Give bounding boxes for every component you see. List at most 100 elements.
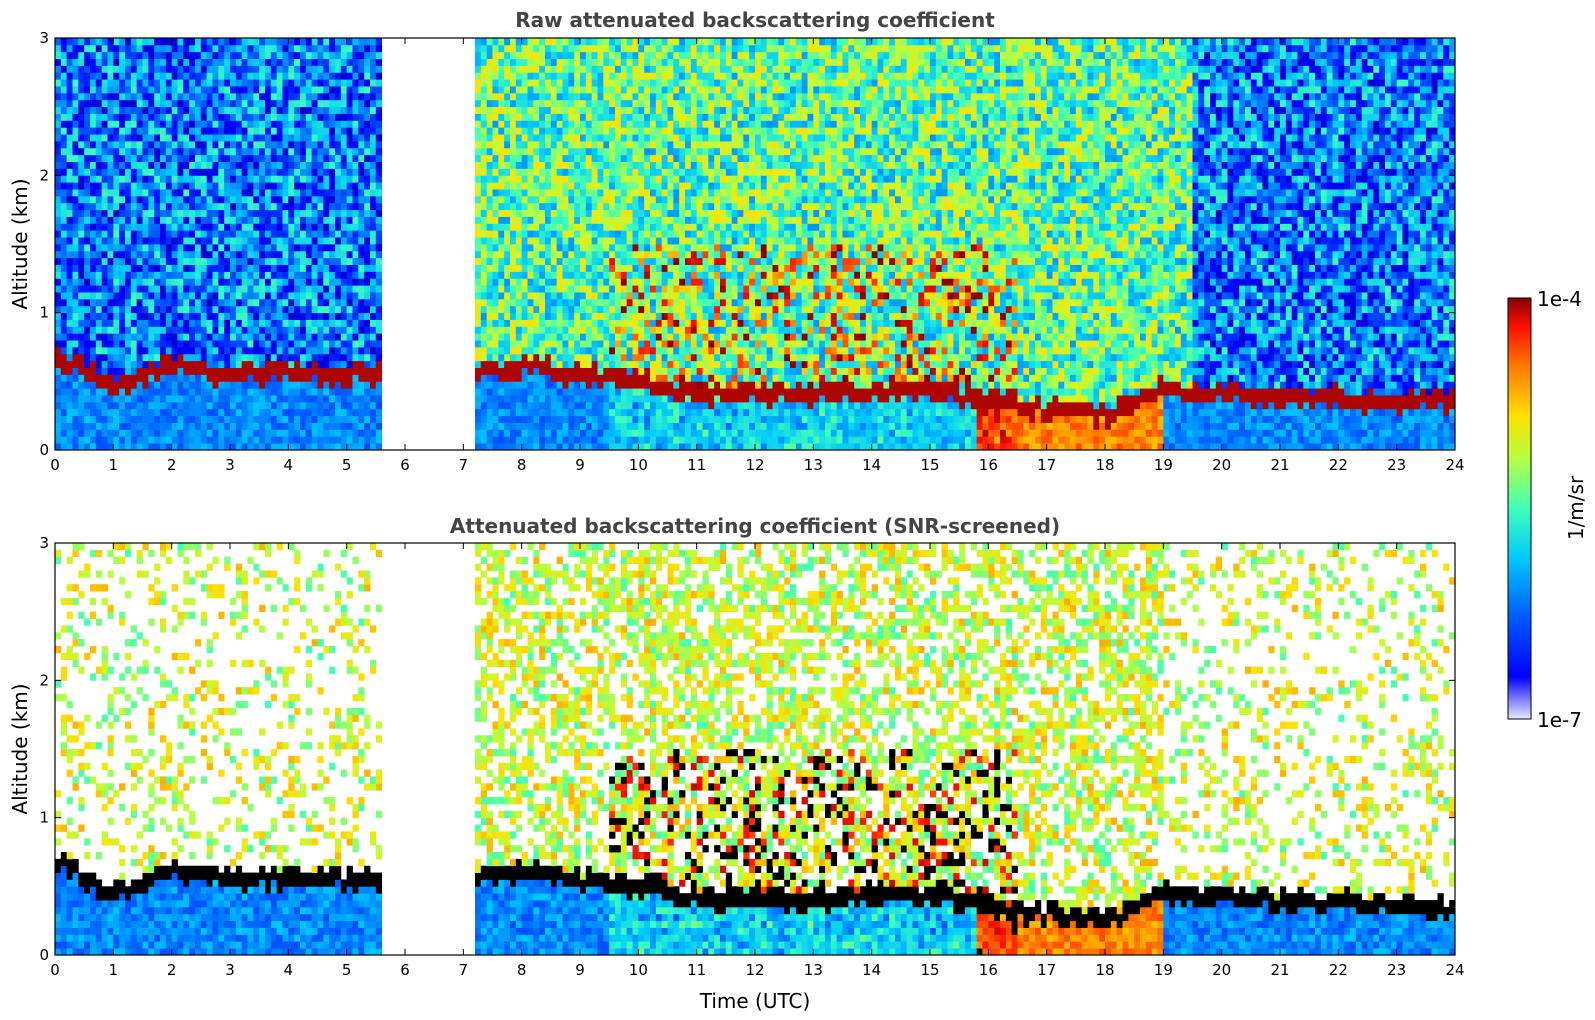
heatmap-cell (580, 93, 586, 100)
heatmap-cell (96, 340, 102, 347)
heatmap-cell (143, 306, 149, 313)
heatmap-cell (242, 251, 248, 258)
heatmap-cell (189, 388, 195, 395)
heatmap-cell (318, 168, 324, 175)
heatmap-cell (96, 114, 102, 121)
heatmap-cell (522, 443, 528, 450)
heatmap-cell (329, 292, 335, 299)
heatmap-cell (341, 93, 347, 100)
heatmap-cell (213, 402, 219, 409)
heatmap-cell (341, 402, 347, 409)
heatmap-cell (609, 196, 615, 203)
heatmap-cell (166, 86, 172, 93)
heatmap-cell (335, 374, 341, 381)
heatmap-cell (498, 72, 504, 79)
heatmap-cell (78, 196, 84, 203)
heatmap-cell (183, 79, 189, 86)
heatmap-cell (481, 416, 487, 423)
heatmap-cell (323, 374, 329, 381)
heatmap-cell (475, 306, 481, 313)
heatmap-cell (67, 155, 73, 162)
heatmap-cell (61, 237, 67, 244)
heatmap-cell (516, 361, 522, 368)
heatmap-cell (312, 45, 318, 52)
heatmap-cell (586, 79, 592, 86)
heatmap-cell (358, 162, 364, 169)
heatmap-cell (300, 148, 306, 155)
heatmap-cell (586, 210, 592, 217)
heatmap-cell (475, 79, 481, 86)
heatmap-cell (207, 395, 213, 402)
heatmap-cell (563, 381, 569, 388)
heatmap-cell (201, 326, 207, 333)
heatmap-cell (323, 45, 329, 52)
heatmap-cell (481, 148, 487, 155)
heatmap-cell (609, 306, 615, 313)
heatmap-cell (609, 237, 615, 244)
heatmap-cell (306, 443, 312, 450)
heatmap-cell (539, 155, 545, 162)
heatmap-cell (277, 38, 283, 45)
heatmap-cell (230, 141, 236, 148)
heatmap-cell (504, 155, 510, 162)
heatmap-cell (586, 326, 592, 333)
heatmap-cell (102, 230, 108, 237)
heatmap-cell (522, 59, 528, 66)
heatmap-cell (633, 368, 639, 375)
heatmap-cell (545, 244, 551, 251)
heatmap-cell (96, 203, 102, 210)
heatmap-cell (195, 148, 201, 155)
heatmap-cell (283, 59, 289, 66)
heatmap-cell (598, 168, 604, 175)
heatmap-cell (154, 223, 160, 230)
heatmap-cell (248, 65, 254, 72)
heatmap-cell (248, 79, 254, 86)
heatmap-cell (498, 381, 504, 388)
heatmap-cell (341, 237, 347, 244)
heatmap-cell (160, 402, 166, 409)
heatmap-cell (615, 409, 621, 416)
heatmap-cell (300, 265, 306, 272)
heatmap-cell (539, 374, 545, 381)
heatmap-cell (131, 114, 137, 121)
heatmap-cell (347, 189, 353, 196)
heatmap-cell (522, 182, 528, 189)
heatmap-cell (113, 292, 119, 299)
heatmap-cell (487, 148, 493, 155)
heatmap-cell (376, 285, 382, 292)
heatmap-cell (516, 388, 522, 395)
heatmap-cell (154, 86, 160, 93)
heatmap-cell (195, 251, 201, 258)
heatmap-cell (154, 395, 160, 402)
heatmap-cell (253, 155, 259, 162)
heatmap-cell (568, 141, 574, 148)
heatmap-cell (78, 402, 84, 409)
heatmap-cell (102, 127, 108, 134)
heatmap-cell (283, 416, 289, 423)
heatmap-cell (213, 285, 219, 292)
heatmap-cell (335, 196, 341, 203)
heatmap-cell (370, 203, 376, 210)
heatmap-cell (61, 271, 67, 278)
heatmap-cell (533, 38, 539, 45)
heatmap-cell (288, 86, 294, 93)
heatmap-cell (61, 107, 67, 114)
heatmap-cell (84, 59, 90, 66)
heatmap-cell (522, 423, 528, 430)
heatmap-cell (207, 120, 213, 127)
heatmap-cell (55, 237, 61, 244)
heatmap-cell (61, 155, 67, 162)
heatmap-cell (248, 59, 254, 66)
heatmap-cell (516, 155, 522, 162)
heatmap-cell (277, 168, 283, 175)
heatmap-cell (218, 278, 224, 285)
heatmap-cell (493, 134, 499, 141)
heatmap-cell (323, 203, 329, 210)
heatmap-cell (364, 436, 370, 443)
heatmap-cell (533, 354, 539, 361)
heatmap-cell (574, 278, 580, 285)
heatmap-cell (172, 45, 178, 52)
heatmap-cell (160, 127, 166, 134)
heatmap-cell (627, 278, 633, 285)
heatmap-cell (160, 388, 166, 395)
